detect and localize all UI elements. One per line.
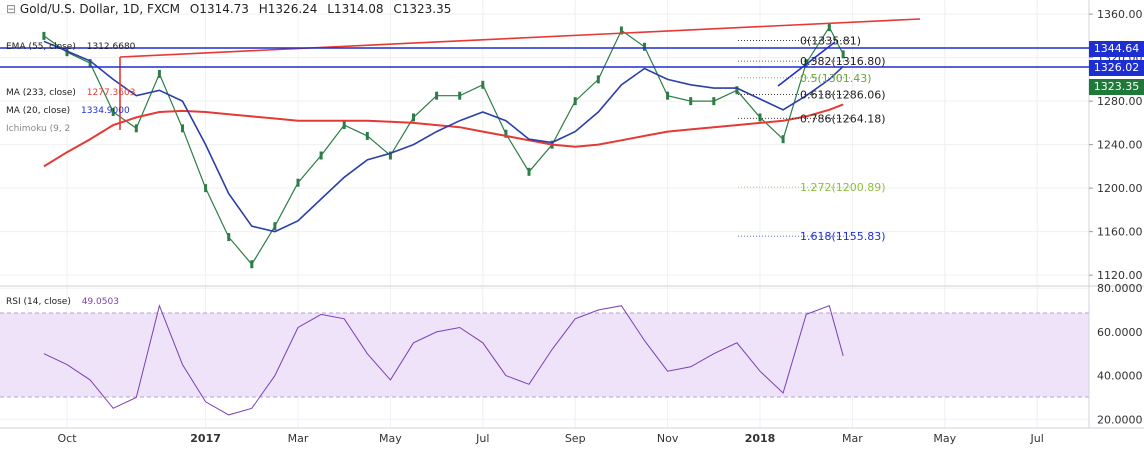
x-tick-label: Mar: [842, 432, 863, 445]
price-point: [296, 178, 300, 187]
price-point: [273, 222, 277, 231]
price-point: [573, 97, 577, 106]
price-point: [65, 48, 69, 57]
price-point: [111, 108, 115, 117]
price-point: [88, 59, 92, 68]
fib-label: 0.618(1286.06): [800, 89, 886, 102]
price-point: [365, 131, 369, 140]
series-line-2: [43, 40, 844, 233]
price-point: [458, 91, 462, 100]
x-tick-label: May: [379, 432, 402, 445]
rsi-tick-label: 40.0000: [1097, 370, 1143, 383]
x-tick-label: 2017: [190, 432, 221, 445]
fib-label: 1.618(1155.83): [800, 230, 886, 243]
price-point: [689, 97, 693, 106]
price-point: [388, 151, 392, 160]
ma233-label: MA (233, close): [6, 88, 76, 98]
x-tick-label: 2018: [745, 432, 776, 445]
fib-label: 1.272(1200.89): [800, 181, 886, 194]
x-tick-label: Oct: [57, 432, 77, 445]
price-tag-support: 1326.02: [1089, 60, 1144, 76]
price-point: [596, 75, 600, 84]
y-tick-label: 1240.00: [1097, 139, 1143, 152]
price-point: [643, 42, 646, 51]
price-point: [481, 80, 485, 89]
ichimoku-legend[interactable]: Ichimoku (9, 2: [6, 124, 70, 134]
rsi-tick-label: 20.0000: [1097, 413, 1143, 426]
rsi-tick-label: 80.0000: [1097, 282, 1143, 295]
price-point: [841, 50, 845, 59]
fib-label: 0.786(1264.18): [800, 112, 886, 125]
x-tick-label: Nov: [657, 432, 679, 445]
ema-value: 1312.6680: [86, 42, 136, 52]
ema-label: EMA (55, close): [6, 42, 76, 52]
x-tick-label: Jul: [1030, 432, 1044, 445]
price-point: [804, 59, 808, 68]
series-line-3: [43, 304, 844, 416]
price-tag-resistance: 1344.64: [1089, 41, 1144, 57]
y-tick-label: 1160.00: [1097, 226, 1143, 239]
ohlc-open: O1314.73: [189, 2, 249, 16]
y-tick-label: 1200.00: [1097, 182, 1143, 195]
price-point: [527, 167, 531, 176]
price-point: [157, 69, 161, 78]
x-tick-label: Mar: [288, 432, 309, 445]
y-tick-label: 1360.00: [1097, 8, 1143, 21]
price-point: [42, 31, 46, 40]
price-point: [134, 124, 138, 133]
ohlc-low: L1314.08: [327, 2, 384, 16]
price-point: [181, 124, 184, 133]
fib-label: 0.5(1301.43): [800, 72, 872, 85]
ema-legend[interactable]: EMA (55, close) 1312.6680: [6, 42, 135, 52]
symbol-legend[interactable]: ⊟ Gold/U.S. Dollar, 1D, FXCM O1314.73 H1…: [6, 2, 451, 16]
price-point: [342, 121, 346, 130]
price-point: [504, 129, 508, 138]
price-point: [827, 23, 831, 32]
rsi-value: 49.0503: [81, 297, 119, 307]
resistance-trendline: [119, 18, 921, 58]
y-tick-label: 1280.00: [1097, 95, 1143, 108]
price-point: [781, 135, 785, 144]
rsi-band: [0, 313, 1089, 397]
x-tick-label: Jul: [475, 432, 489, 445]
fib-label: 0(1335.81): [800, 34, 861, 47]
legend-toggle-icon[interactable]: ⊟: [6, 2, 17, 16]
price-point: [204, 184, 208, 193]
ma20-legend[interactable]: MA (20, close) 1334.9000: [6, 106, 130, 116]
fib-label: 0.382(1316.80): [800, 55, 886, 68]
ma233-value: 1277.3603: [86, 88, 136, 98]
price-point: [735, 86, 739, 95]
price-point: [712, 97, 716, 106]
price-point: [435, 91, 439, 100]
ichimoku-label: Ichimoku (9, 2: [6, 124, 71, 134]
price-point: [227, 233, 231, 242]
rsi-legend[interactable]: RSI (14, close) 49.0503: [6, 297, 119, 307]
price-tag-last: 1323.35: [1089, 79, 1144, 95]
price-point: [666, 91, 670, 100]
price-point: [619, 26, 623, 35]
x-tick-label: Sep: [565, 432, 586, 445]
y-tick-label: 1120.00: [1097, 269, 1143, 282]
channel-line: [777, 41, 836, 87]
price-point: [319, 151, 323, 160]
price-point: [758, 113, 762, 122]
price-point: [412, 113, 415, 122]
price-point: [250, 260, 254, 269]
rsi-tick-label: 60.0000: [1097, 326, 1143, 339]
rsi-label: RSI (14, close): [6, 297, 71, 307]
ma233-legend[interactable]: MA (233, close) 1277.3603: [6, 88, 135, 98]
ohlc-high: H1326.24: [258, 2, 318, 16]
symbol-title: Gold/U.S. Dollar, 1D, FXCM: [19, 2, 181, 16]
ma20-value: 1334.9000: [81, 106, 130, 116]
series-line-0: [43, 25, 844, 266]
ma20-label: MA (20, close): [6, 106, 71, 116]
x-tick-label: May: [933, 432, 956, 445]
ohlc-close: C1323.35: [393, 2, 452, 16]
